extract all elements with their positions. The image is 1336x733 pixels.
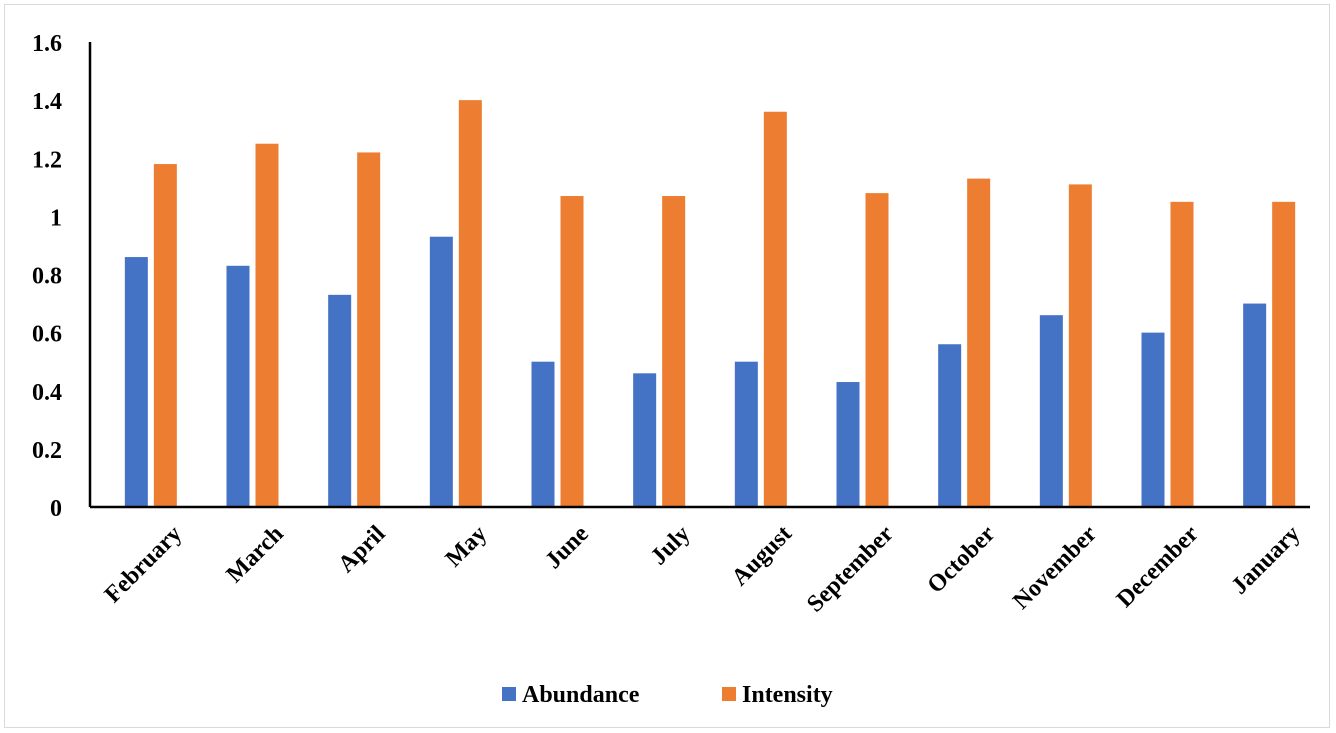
- bar-abundance-november: [1039, 315, 1063, 507]
- bar-abundance-june: [531, 361, 555, 507]
- x-axis-labels: February March April May June July August Septe…: [100, 521, 1306, 618]
- y-tick-label: 1.2: [32, 147, 62, 173]
- bar-abundance-august: [734, 361, 758, 507]
- bar-intensity-december: [1170, 201, 1194, 507]
- bar-intensity-january: [1272, 201, 1296, 507]
- bar-abundance-july: [633, 373, 657, 507]
- legend-swatch-intensity: [722, 687, 736, 701]
- x-tick-label: May: [441, 521, 492, 572]
- x-tick-label: November: [1008, 521, 1102, 615]
- x-tick-label: March: [222, 521, 289, 588]
- y-tick-label: 0: [50, 496, 62, 522]
- bar-abundance-april: [328, 294, 352, 507]
- bar-intensity-november: [1068, 184, 1092, 507]
- x-tick-label: January: [1227, 521, 1306, 600]
- bar-intensity-february: [153, 164, 177, 507]
- bar-abundance-december: [1141, 332, 1165, 507]
- bar-intensity-september: [865, 193, 889, 507]
- bars: [124, 100, 1296, 507]
- legend-label-abundance: Abundance: [522, 682, 640, 708]
- y-tick-label: 1: [50, 205, 62, 231]
- legend: Abundance Intensity: [502, 682, 833, 708]
- y-axis-ticks: 0 0.2 0.4 0.6 0.8 1 1.2 1.4 1.6: [32, 31, 62, 522]
- y-tick-label: 0.8: [32, 264, 62, 290]
- bar-abundance-october: [938, 344, 962, 507]
- x-tick-label: April: [333, 521, 390, 578]
- bar-intensity-april: [357, 152, 381, 507]
- x-tick-label: December: [1112, 521, 1204, 613]
- bar-abundance-january: [1243, 303, 1267, 507]
- bar-abundance-may: [429, 236, 453, 507]
- bar-intensity-october: [967, 178, 991, 507]
- bar-intensity-march: [255, 143, 279, 507]
- legend-swatch-abundance: [502, 687, 516, 701]
- y-tick-label: 1.6: [32, 31, 62, 57]
- x-tick-label: August: [727, 521, 797, 591]
- legend-label-intensity: Intensity: [742, 682, 833, 708]
- bar-abundance-september: [836, 382, 860, 507]
- x-tick-label: July: [646, 521, 696, 571]
- bar-abundance-march: [226, 265, 250, 507]
- y-tick-label: 0.2: [32, 438, 62, 464]
- y-tick-label: 0.6: [32, 322, 62, 348]
- bar-intensity-august: [763, 111, 787, 507]
- bar-intensity-may: [458, 100, 482, 507]
- y-tick-label: 0.4: [32, 380, 62, 406]
- y-tick-label: 1.4: [32, 89, 62, 115]
- x-tick-label: September: [802, 521, 899, 618]
- bar-intensity-july: [662, 196, 686, 507]
- x-tick-label: February: [100, 521, 187, 608]
- x-tick-label: June: [540, 521, 594, 575]
- bar-abundance-february: [124, 257, 148, 507]
- bar-intensity-june: [560, 196, 584, 507]
- x-tick-label: October: [923, 521, 1001, 599]
